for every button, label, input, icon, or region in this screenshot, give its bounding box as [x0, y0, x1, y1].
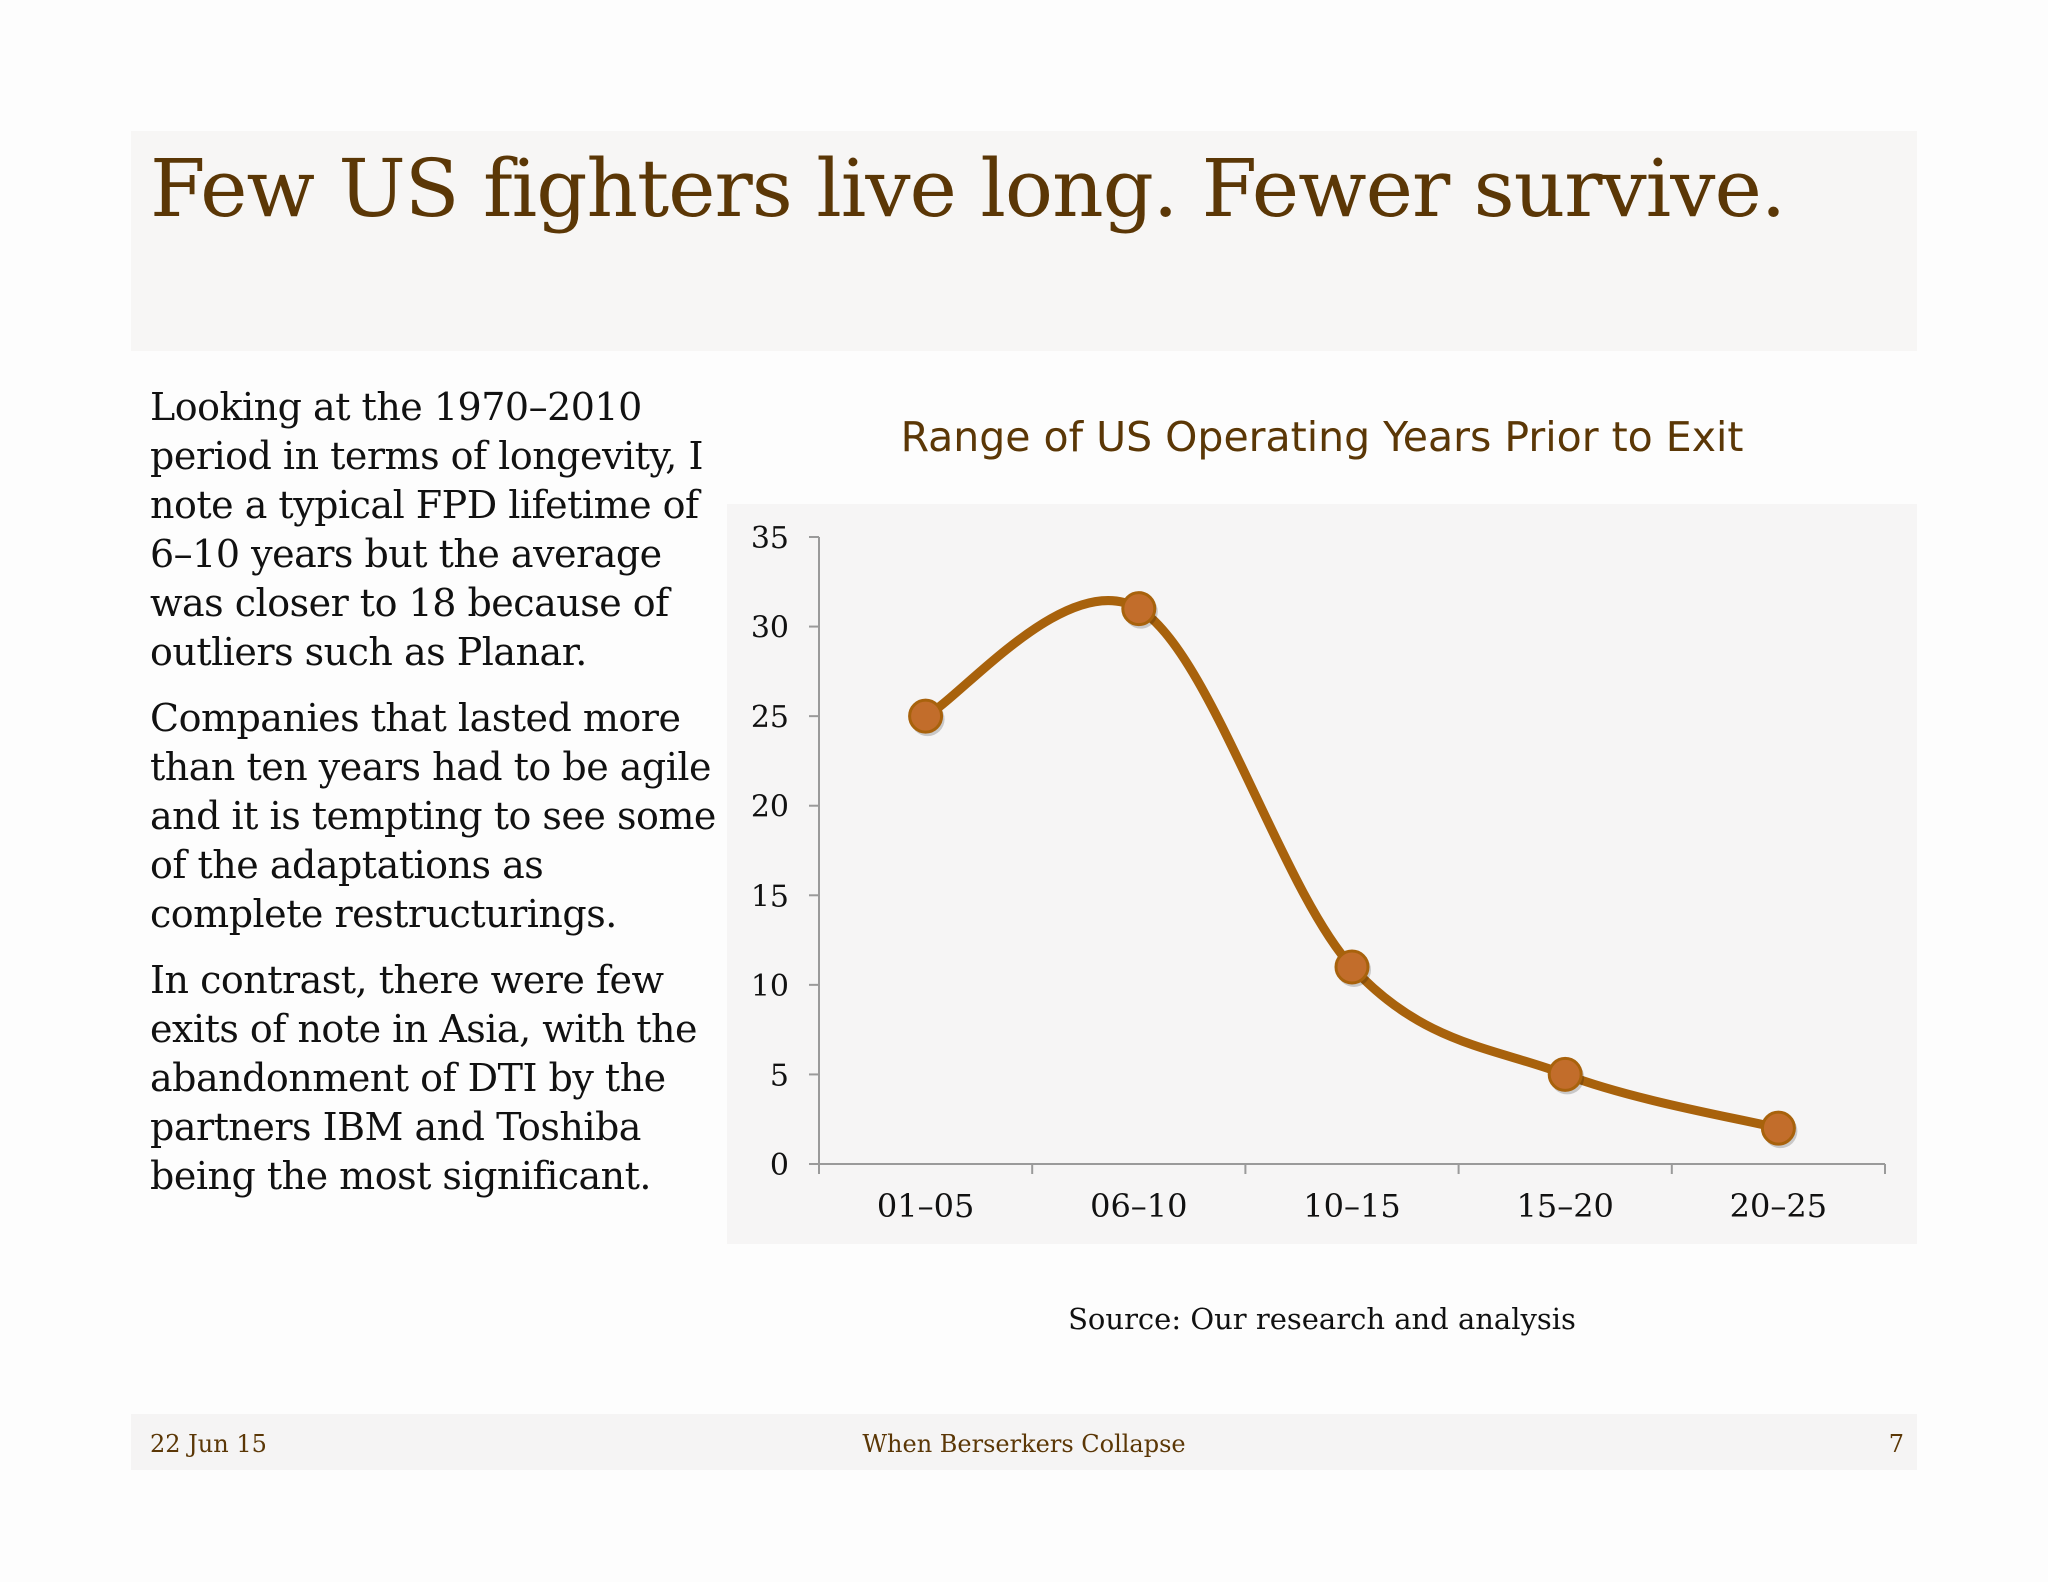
x-tick-label: 20–25	[1730, 1187, 1827, 1225]
body-paragraph: Companies that lasted more than ten year…	[150, 696, 716, 936]
chart-series	[908, 591, 1798, 1149]
y-tick-label: 25	[751, 700, 789, 735]
footer-page-number: 7	[1888, 1430, 1904, 1458]
x-tick-label: 15–20	[1516, 1187, 1613, 1225]
y-tick-label: 0	[770, 1148, 789, 1183]
footer-band	[131, 1414, 1917, 1470]
chart-axes	[809, 536, 1886, 1174]
y-tick-label: 35	[751, 521, 789, 556]
body-paragraph: In contrast, there were few exits of not…	[150, 958, 698, 1198]
body-paragraph: Looking at the 1970–2010 period in terms…	[150, 385, 703, 674]
slide-title: Few US fighters live long. Fewer survive…	[150, 142, 1786, 235]
y-tick-label: 15	[751, 879, 789, 914]
chart-tick-labels: 0 5 10 15 20 25 30 35 01–05 06–10 10–15 15–20 20–25	[751, 521, 1827, 1225]
data-point	[1334, 949, 1370, 985]
series-line	[921, 596, 1783, 1133]
data-point	[1760, 1110, 1796, 1146]
data-point	[1547, 1056, 1583, 1092]
footer-date: 22 Jun 15	[150, 1430, 267, 1458]
title-band	[131, 131, 1917, 351]
y-tick-label: 10	[751, 969, 789, 1004]
y-tick-label: 30	[751, 611, 789, 646]
footer-title: When Berserkers Collapse	[862, 1430, 1186, 1458]
body-text: Looking at the 1970–2010 period in terms…	[150, 383, 720, 1218]
x-tick-label: 10–15	[1303, 1187, 1400, 1225]
y-tick-label: 20	[751, 790, 789, 825]
y-tick-label: 5	[770, 1058, 789, 1093]
source-note: Source: Our research and analysis	[1068, 1302, 1576, 1336]
data-point	[1121, 591, 1157, 627]
plot-background	[727, 504, 1917, 1244]
chart-title: Range of US Operating Years Prior to Exi…	[900, 413, 1744, 461]
x-tick-label: 01–05	[877, 1187, 974, 1225]
x-tick-label: 06–10	[1090, 1187, 1187, 1225]
data-point	[908, 698, 944, 734]
